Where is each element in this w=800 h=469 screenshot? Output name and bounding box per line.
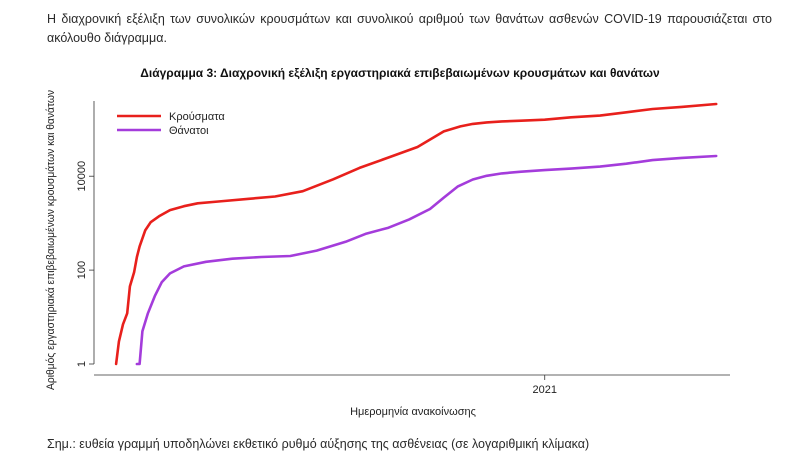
footnote: Σημ.: ευθεία γραμμή υποδηλώνει εκθετικό … [47, 437, 590, 451]
y-tick-label: 10000 [76, 161, 88, 192]
y-tick-label: 1 [76, 361, 88, 367]
x-ticks: 2021 [532, 375, 557, 396]
chart-axes [93, 101, 730, 376]
chart-title: Διάγραμμα 3: Διαχρονική εξέλιξη εργαστηρ… [140, 66, 660, 80]
x-axis-label: Ημερομηνία ανακοίνωσης [350, 406, 476, 418]
legend-label-cases: Κρούσματα [169, 111, 225, 123]
y-ticks: 1 100 10000 [76, 161, 94, 367]
y-tick-label: 100 [76, 261, 88, 279]
legend: Κρούσματα Θάνατοι [117, 111, 225, 137]
series-line-cases [114, 102, 718, 366]
legend-label-deaths: Θάνατοι [169, 125, 209, 137]
x-tick-label: 2021 [532, 384, 556, 396]
series-lines [114, 102, 718, 366]
y-axis-label: Αριθμός εργαστηριακά επιβεβαιωμένων κρου… [45, 90, 57, 390]
intro-paragraph: Η διαχρονική εξέλιξη των συνολικών κρουσ… [47, 12, 772, 45]
series-line-deaths [135, 154, 718, 366]
